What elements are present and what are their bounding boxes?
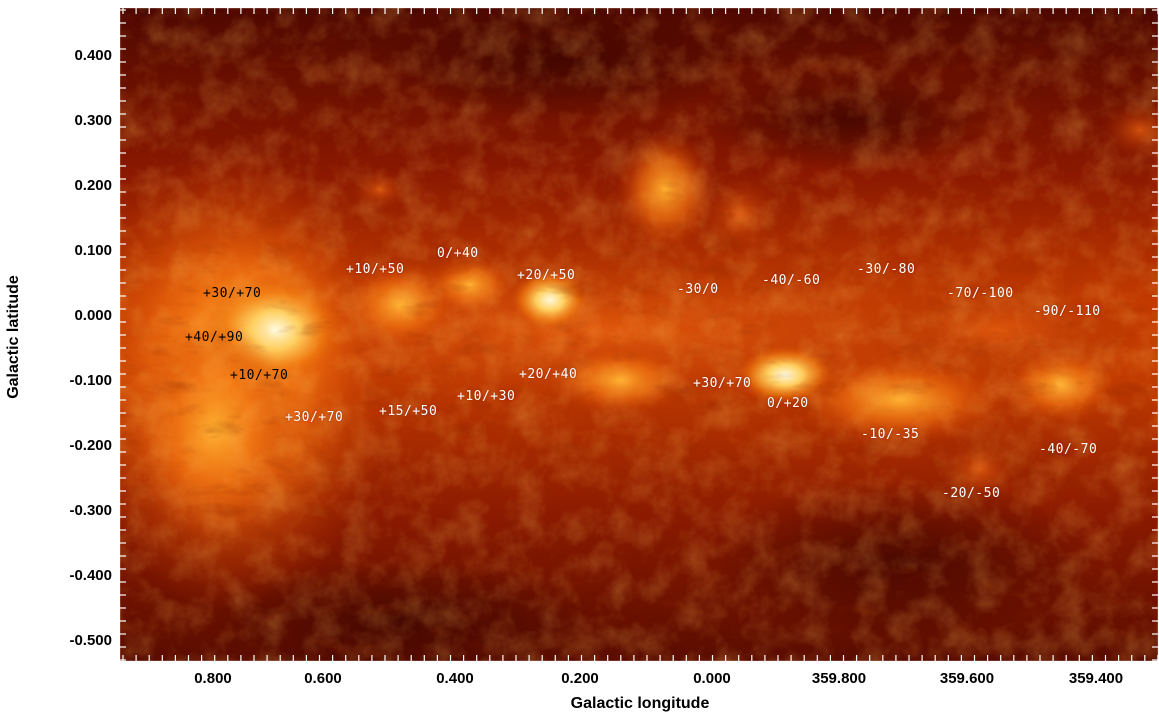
y-tick-label: -0.100 (69, 372, 112, 389)
plot-area (120, 8, 1158, 661)
y-tick-label: 0.000 (74, 307, 112, 324)
velocity-label: +30/+70 (285, 410, 344, 425)
y-axis-title: Galactic latitude (5, 275, 22, 399)
velocity-label: +40/+90 (185, 330, 244, 345)
x-tick-label: 359.400 (1068, 670, 1124, 687)
velocity-label: +10/+50 (346, 262, 405, 277)
x-tick-label: 0.400 (436, 670, 474, 687)
velocity-label: +20/+50 (517, 268, 576, 283)
velocity-label: +10/+30 (457, 389, 516, 404)
velocity-label: -30/0 (677, 282, 719, 297)
velocity-label: 0/+20 (767, 396, 809, 411)
velocity-label: +10/+70 (230, 368, 289, 383)
x-tick-label: 0.200 (561, 670, 599, 687)
x-tick-label: 0.800 (194, 670, 232, 687)
y-tick-label: 0.400 (74, 47, 112, 64)
velocity-label: -30/-80 (857, 262, 916, 277)
y-tick-label: 0.100 (74, 242, 112, 259)
velocity-label: +15/+50 (379, 404, 438, 419)
y-tick-label: -0.400 (69, 567, 112, 584)
x-tick-label: 0.000 (693, 670, 731, 687)
y-tick-label: 0.300 (74, 112, 112, 129)
velocity-label: -10/-35 (861, 427, 920, 442)
velocity-label: 0/+40 (437, 246, 479, 261)
x-tick-label: 359.600 (939, 670, 995, 687)
velocity-label: -20/-50 (942, 486, 1001, 501)
velocity-label: +20/+40 (519, 367, 578, 382)
velocity-label: -40/-70 (1039, 442, 1098, 457)
y-tick-label: -0.200 (69, 437, 112, 454)
y-tick-label: 0.200 (74, 177, 112, 194)
velocity-label: +30/+70 (693, 376, 752, 391)
x-tick-label: 0.600 (304, 670, 342, 687)
velocity-label: -90/-110 (1034, 304, 1101, 319)
y-tick-label: -0.300 (69, 502, 112, 519)
axis-tick-marks (120, 8, 1159, 661)
velocity-label: -40/-60 (762, 273, 821, 288)
x-axis-title: Galactic longitude (570, 695, 710, 712)
velocity-label: +30/+70 (203, 286, 262, 301)
x-tick-label: 359.800 (811, 670, 867, 687)
velocity-label: -70/-100 (947, 286, 1014, 301)
y-tick-label: -0.500 (69, 632, 112, 649)
